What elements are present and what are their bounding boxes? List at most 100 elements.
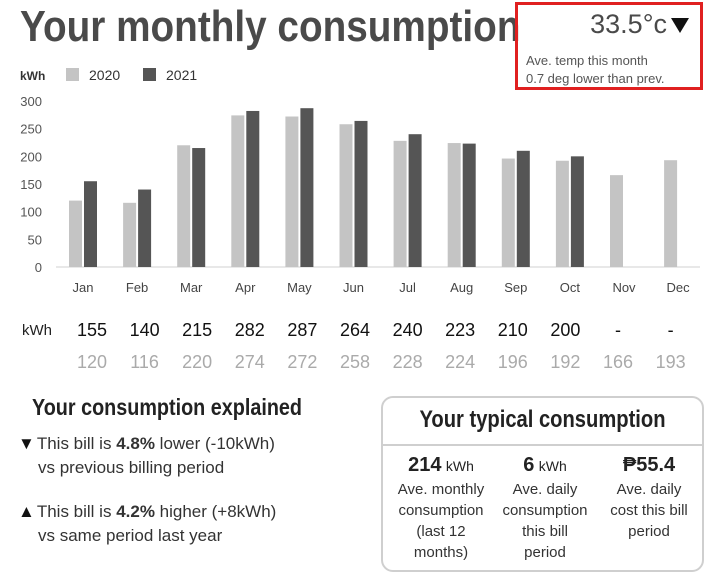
kwh-table-label: kWh bbox=[22, 322, 52, 339]
kwh-2021-cell: - bbox=[615, 320, 621, 340]
kwh-table: kWh 155 140 215 282 287 264 240 223 210 200 - - 120… bbox=[0, 318, 712, 378]
y-tick-label: 0 bbox=[35, 260, 42, 275]
stat-desc-line: consumption bbox=[502, 502, 588, 519]
bar-2020-jan bbox=[69, 200, 82, 267]
kwh-2021-cell: 287 bbox=[287, 320, 318, 340]
bar-2021-feb bbox=[138, 189, 152, 267]
stat-desc-line: period bbox=[628, 523, 670, 540]
down-triangle-icon: ▼ bbox=[18, 434, 35, 453]
note-previous-period: ▼ This bill is 4.8% lower (-10kWh) vs pre… bbox=[18, 432, 275, 480]
kwh-2021-cell: 210 bbox=[497, 320, 528, 340]
bar-2020-aug bbox=[447, 143, 461, 267]
typical-heading: Your typical consumption bbox=[419, 406, 666, 433]
x-tick-label: Apr bbox=[235, 280, 256, 295]
kwh-2020-cell: 116 bbox=[130, 352, 159, 372]
y-tick-label: 250 bbox=[20, 122, 42, 137]
kwh-2021-cell: 140 bbox=[129, 320, 160, 340]
x-tick-label: Nov bbox=[612, 280, 636, 295]
bar-2020-oct bbox=[555, 160, 569, 267]
kwh-2021-cell: 155 bbox=[76, 320, 108, 340]
note-percent: 4.2% bbox=[116, 502, 155, 521]
temperature-caption: Ave. temp this month bbox=[526, 53, 648, 68]
kwh-2020-cell: 272 bbox=[287, 352, 318, 372]
y-tick-label: 150 bbox=[20, 177, 42, 192]
stat-daily-cost: ₱55.4 Ave. daily cost this bill period bbox=[597, 454, 701, 542]
temperature-comparison: 0.7 deg lower than prev. bbox=[526, 71, 665, 86]
consumption-bar-chart: 0 50 100 150 200 250 300 kWh 2020 2021 Jan Feb Mar Ap… bbox=[20, 67, 700, 295]
bar-2021-oct bbox=[570, 156, 584, 267]
bar-2020-jun bbox=[339, 124, 353, 267]
bar-2020-mar bbox=[177, 145, 191, 267]
kwh-2021-cell: 282 bbox=[234, 320, 265, 340]
note-text: This bill is bbox=[36, 434, 117, 453]
note-subtext: vs same period last year bbox=[38, 526, 223, 545]
kwh-2020-cell: 220 bbox=[182, 352, 213, 372]
x-tick-label: Sep bbox=[504, 280, 527, 295]
x-tick-label: Jun bbox=[343, 280, 364, 295]
x-tick-label: Jul bbox=[399, 280, 416, 295]
stat-value: ₱55.4 bbox=[622, 454, 676, 476]
bar-2021-jan bbox=[84, 181, 97, 267]
kwh-2021-cell: 223 bbox=[445, 320, 476, 340]
kwh-2020-cell: 192 bbox=[550, 352, 581, 372]
stat-value: 6 bbox=[523, 454, 535, 476]
y-tick-label: 300 bbox=[20, 94, 42, 109]
kwh-2021-cell: 240 bbox=[392, 320, 423, 340]
x-tick-label: Dec bbox=[667, 280, 691, 295]
bar-2021-jun bbox=[354, 120, 368, 267]
kwh-2020-cell: 166 bbox=[602, 352, 634, 372]
x-tick-label: Jan bbox=[73, 280, 94, 295]
note-text-detail: lower (-10kWh) bbox=[154, 434, 275, 453]
up-triangle-icon: ▲ bbox=[18, 502, 35, 521]
note-text: This bill is bbox=[36, 502, 117, 521]
bar-2020-sep bbox=[501, 158, 515, 267]
bar-2020-feb bbox=[123, 202, 137, 267]
bar-2021-sep bbox=[516, 150, 530, 267]
kwh-2021-cell: 215 bbox=[182, 320, 213, 340]
stat-unit: kWh bbox=[445, 458, 474, 474]
kwh-2020-cell: 274 bbox=[234, 352, 265, 372]
stat-desc-line: Ave. monthly bbox=[397, 481, 485, 498]
x-tick-label: Mar bbox=[180, 280, 203, 295]
y-tick-label: 100 bbox=[20, 205, 42, 220]
stat-daily-consumption: 6 kWh Ave. daily consumption this bill p… bbox=[493, 454, 597, 563]
legend-label: 2021 bbox=[166, 67, 197, 83]
explained-heading: Your consumption explained bbox=[32, 394, 302, 420]
temperature-reading: 33.5°c bbox=[590, 9, 667, 39]
legend-swatch bbox=[143, 68, 156, 81]
kwh-2020-cell: 196 bbox=[497, 352, 528, 372]
divider bbox=[383, 444, 702, 446]
bar-2021-may bbox=[300, 108, 314, 267]
stat-desc-line: consumption bbox=[398, 502, 484, 519]
stat-desc: Ave. monthly consumption (last 12 months… bbox=[389, 479, 493, 563]
stat-desc-line: months) bbox=[413, 544, 469, 561]
bar-2020-apr bbox=[231, 115, 245, 268]
kwh-2020-cell: 193 bbox=[655, 352, 686, 372]
note-text-detail: higher (+8kWh) bbox=[154, 502, 277, 521]
bar-2021-aug bbox=[462, 143, 476, 267]
bar-2021-mar bbox=[192, 148, 206, 267]
x-tick-label: Feb bbox=[126, 280, 148, 295]
x-tick-label: May bbox=[287, 280, 312, 295]
bar-2020-may bbox=[285, 116, 299, 267]
stat-desc-line: cost this bill bbox=[610, 502, 688, 519]
legend-swatch bbox=[66, 68, 79, 81]
stat-desc-line: Ave. daily bbox=[616, 481, 682, 498]
stat-desc-line: (last 12 bbox=[416, 523, 466, 540]
note-last-year: ▲ This bill is 4.2% higher (+8kWh) vs sam… bbox=[18, 500, 276, 548]
kwh-2020-cell: 258 bbox=[339, 352, 371, 372]
y-unit-label: kWh bbox=[20, 69, 45, 83]
temperature-panel: 33.5°c Ave. temp this month 0.7 deg lowe… bbox=[515, 2, 703, 90]
kwh-2021-cell: 264 bbox=[339, 320, 371, 340]
stat-monthly-consumption: 214 kWh Ave. monthly consumption (last 1… bbox=[389, 454, 493, 563]
x-tick-label: Aug bbox=[450, 280, 473, 295]
x-tick-label: Oct bbox=[560, 280, 581, 295]
note-subtext: vs previous billing period bbox=[38, 458, 225, 477]
y-tick-label: 200 bbox=[20, 149, 42, 164]
temperature-value: 33.5°c bbox=[590, 9, 690, 40]
stat-desc-line: this bill bbox=[522, 523, 568, 540]
stat-value: 214 bbox=[408, 454, 442, 476]
kwh-2020-cell: 228 bbox=[392, 352, 423, 372]
bar-2021-apr bbox=[246, 110, 260, 268]
note-percent: 4.8% bbox=[116, 434, 155, 453]
